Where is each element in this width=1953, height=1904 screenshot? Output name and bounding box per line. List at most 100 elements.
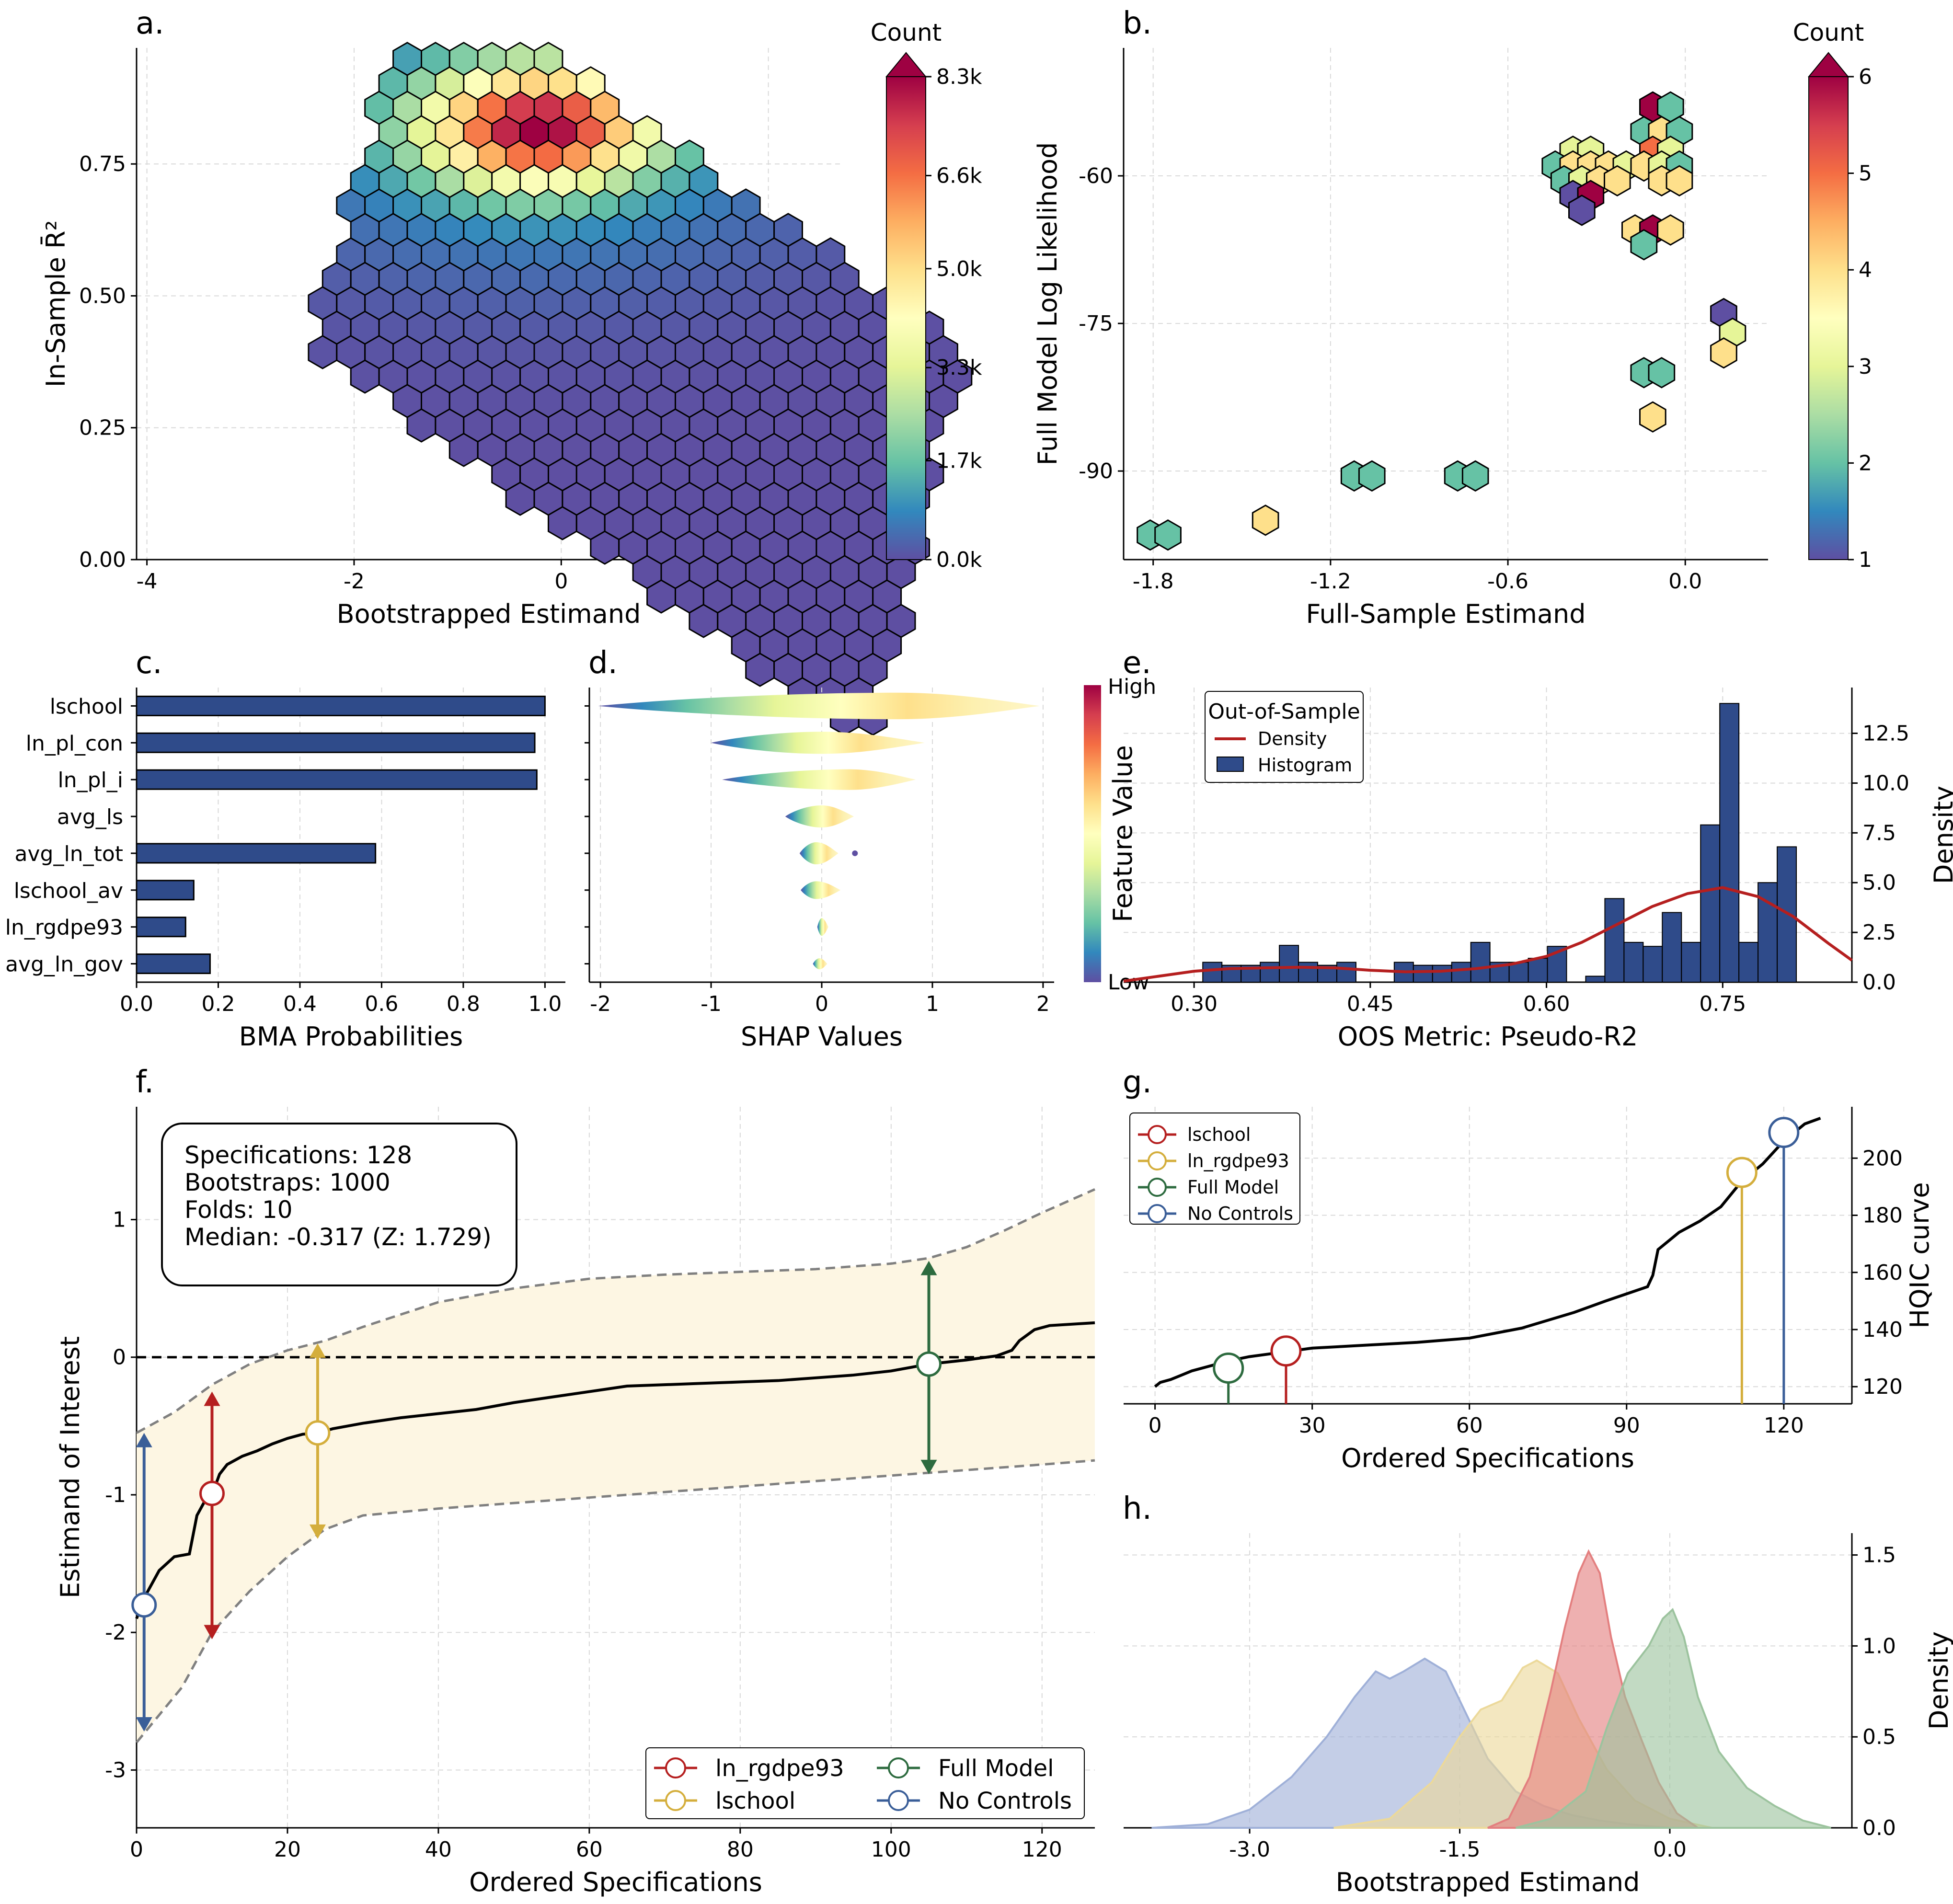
y-tick-label: 5.0 [1862, 871, 1896, 895]
colorbar-tick-label: 5 [1859, 161, 1872, 186]
bar [136, 695, 546, 716]
legend-label: Full Model [938, 1755, 1054, 1782]
colorbar-tick-label: 5.0k [936, 257, 982, 281]
panel-e: 0.30 0.45 0.60 0.75 0.0 2.5 5.0 7.5 10.0 12.5 OOS … [1123, 645, 1953, 1052]
y-tick-label: -75 [1079, 311, 1113, 336]
hexbin-cell [548, 506, 577, 540]
bar [136, 880, 195, 901]
histogram-bar [1528, 958, 1548, 983]
legend-title: Out-of-Sample [1208, 700, 1360, 724]
x-tick-label: 0.60 [1523, 992, 1570, 1016]
legend-label: ln_rgdpe93 [715, 1755, 844, 1782]
colorbar-title: Count [1793, 19, 1864, 46]
stem-marker [1270, 1335, 1302, 1367]
x-tick-label: 0 [815, 992, 828, 1016]
x-tick-label: -1.5 [1439, 1837, 1481, 1862]
panel-c: 0.0 0.2 0.4 0.6 0.8 1.0 BMA Probabilities c. lsc… [5, 645, 565, 1052]
legend-label-histogram: Histogram [1258, 755, 1352, 776]
colorbar-tick-label: 2 [1859, 451, 1872, 475]
shap-violin [711, 732, 925, 754]
category-label: ln_pl_i [58, 768, 124, 792]
y-tick-label: 0.75 [79, 152, 126, 176]
marker-arrow-up [920, 1261, 937, 1275]
x-axis-label: Ordered Specifications [469, 1867, 762, 1897]
y-tick-label: -3 [105, 1758, 126, 1782]
y-axis-label: Estimand of Interest [55, 1336, 85, 1598]
y-tick-label: 1.0 [1862, 1634, 1896, 1658]
info-box-line: Folds: 10 [184, 1196, 293, 1224]
legend-label: No Controls [938, 1788, 1072, 1814]
marker-arrow-down [309, 1524, 326, 1539]
legend-label: lschool [715, 1788, 795, 1814]
marker-arrow-up [309, 1343, 326, 1358]
panel-h: -3.0 -1.5 0.0 0.0 0.5 1.0 1.5 Bootstrapped Esti… [1123, 1491, 1953, 1897]
histogram-bar [1604, 898, 1625, 983]
x-tick-label: 0.30 [1171, 992, 1218, 1016]
colorbar-tick-label: 3 [1859, 355, 1872, 379]
category-label: avg_ln_tot [15, 842, 123, 866]
colorbar-tick-label: 1 [1859, 548, 1872, 572]
x-tick-label: 120 [1764, 1413, 1804, 1438]
category-label: ln_rgdpe93 [5, 916, 123, 940]
y-tick-label: -90 [1079, 459, 1113, 483]
hexbin-cell [1568, 195, 1596, 226]
x-tick-label: 2 [1036, 992, 1050, 1016]
hexbin-cell [308, 335, 338, 369]
y-tick-label: 0 [113, 1345, 126, 1370]
legend-label: lschool [1187, 1124, 1251, 1145]
legend-swatch-marker [1148, 1151, 1167, 1170]
shap-violin [801, 881, 841, 899]
x-tick-label: 0.0 [1668, 569, 1702, 594]
histogram-bar [1700, 824, 1721, 983]
y-tick-label: 2.5 [1862, 920, 1896, 945]
x-tick-label: 1.0 [528, 992, 562, 1016]
panel-label: e. [1123, 645, 1151, 681]
legend-frame [1129, 1113, 1300, 1225]
info-box-frame [161, 1123, 517, 1286]
histogram-bar [1719, 703, 1740, 983]
shap-violin [817, 918, 828, 936]
x-tick-label: 90 [1613, 1413, 1640, 1438]
y-tick-label: 0.25 [79, 416, 126, 440]
legend-swatch-marker [1148, 1178, 1167, 1197]
hqic-line [1154, 1116, 1821, 1388]
y-tick-label: 180 [1862, 1204, 1903, 1228]
x-axis-label: Ordered Specifications [1341, 1443, 1634, 1473]
x-axis-label: Full-Sample Estimand [1306, 599, 1585, 629]
x-tick-label: -1 [701, 992, 722, 1016]
y-axis-label: In-Sample R̄² [41, 220, 71, 387]
marker-arrow-down [204, 1625, 220, 1640]
x-tick-label: 80 [727, 1837, 754, 1862]
y-tick-label: -2 [105, 1620, 126, 1645]
legend-label: ln_rgdpe93 [1187, 1150, 1289, 1171]
stem-marker [1213, 1352, 1244, 1384]
shap-violin [799, 842, 839, 864]
marker-arrow-up [136, 1433, 152, 1447]
hexbin-cell [646, 579, 676, 614]
y-tick-label: 120 [1862, 1375, 1903, 1399]
info-box-line: Specifications: 128 [184, 1141, 412, 1169]
x-tick-label: 0 [130, 1837, 143, 1862]
panel-b: -1.8 -1.2 -0.6 0.0 -90 -75 -60 Full-Sample Esti… [1033, 6, 1872, 629]
legend-swatch-marker [1148, 1125, 1167, 1144]
hexbin-cell [448, 433, 479, 467]
legend-swatch-marker [1148, 1204, 1167, 1223]
hexbin-cell [1630, 229, 1658, 261]
panel-label: h. [1123, 1491, 1152, 1526]
shap-violin [813, 958, 827, 970]
histogram-bar [1432, 964, 1452, 983]
upper-bound-line [136, 1188, 1096, 1434]
histogram-bar [1202, 962, 1223, 983]
y-tick-label: 0.0 [1862, 1816, 1896, 1840]
x-axis-label: Bootstrapped Estimand [337, 599, 641, 629]
panel-f: 0 20 40 60 80 100 120 -3 -2 -1 0 1 Ordered Specifica… [55, 1065, 1096, 1897]
y-tick-label: 0.0 [1862, 970, 1896, 995]
x-tick-label: 0.6 [365, 992, 398, 1016]
x-tick-label: 0.0 [120, 992, 153, 1016]
marker-arrow-down [920, 1459, 937, 1474]
marker-arrow-up [204, 1391, 220, 1406]
hexbin-cell [1358, 460, 1386, 492]
colorbar-high-label: High [1108, 675, 1156, 699]
x-tick-label: -3.0 [1229, 1837, 1270, 1862]
